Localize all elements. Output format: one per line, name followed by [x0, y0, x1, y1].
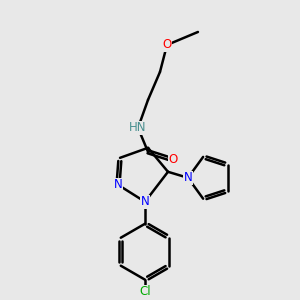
- Text: Cl: Cl: [139, 285, 151, 298]
- Text: O: O: [168, 153, 178, 166]
- Text: N: N: [141, 195, 149, 208]
- Text: N: N: [184, 171, 192, 184]
- Text: HN: HN: [129, 122, 147, 134]
- Text: N: N: [114, 178, 122, 191]
- Text: O: O: [162, 38, 172, 51]
